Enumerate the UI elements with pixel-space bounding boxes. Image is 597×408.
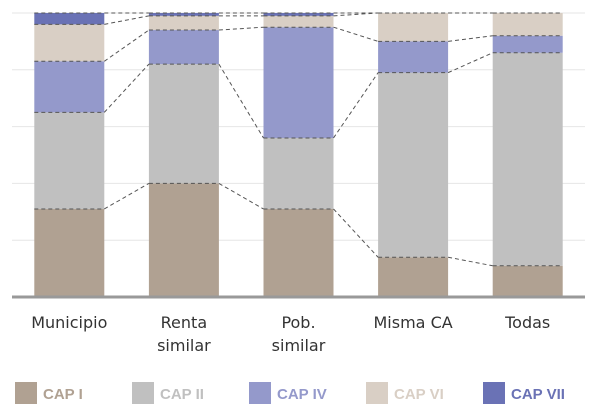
x-tick-label: Misma CA bbox=[374, 313, 453, 332]
legend-swatch bbox=[249, 382, 271, 404]
legend-swatch bbox=[483, 382, 505, 404]
bar-segment bbox=[378, 13, 449, 42]
bar-segment bbox=[34, 112, 105, 209]
connector bbox=[447, 52, 493, 74]
connector bbox=[448, 256, 493, 267]
connector bbox=[333, 208, 379, 258]
connector bbox=[104, 29, 150, 62]
legend-label: CAP II bbox=[160, 386, 204, 403]
connector bbox=[448, 35, 493, 42]
connector bbox=[333, 26, 379, 42]
connector bbox=[104, 182, 150, 210]
bar-segment bbox=[263, 27, 334, 138]
bar-segment bbox=[492, 52, 563, 266]
bar-segment bbox=[34, 208, 105, 297]
bar-segment bbox=[378, 72, 449, 258]
bar-segment bbox=[34, 61, 105, 113]
bar-segment bbox=[263, 208, 334, 297]
bar-segment bbox=[263, 15, 334, 28]
connector bbox=[218, 26, 264, 31]
x-tick-label: Renta similar bbox=[157, 313, 211, 355]
connector bbox=[218, 63, 264, 139]
x-tick-label: Municipio bbox=[31, 313, 107, 332]
x-tick-label: Todas bbox=[504, 313, 550, 332]
bar-segment bbox=[34, 24, 105, 62]
bar-segment bbox=[263, 13, 334, 16]
connector bbox=[333, 72, 379, 139]
connector bbox=[104, 15, 149, 25]
bar-segment bbox=[378, 257, 449, 297]
x-tick-label: Pob. similar bbox=[272, 313, 326, 355]
bar-segment bbox=[492, 265, 563, 297]
legend-label: CAP VII bbox=[511, 386, 565, 403]
bar-segment bbox=[378, 41, 449, 73]
legend-swatch bbox=[366, 382, 388, 404]
bar-segment bbox=[148, 64, 219, 184]
legend-label: CAP IV bbox=[277, 386, 327, 403]
bar-segment bbox=[34, 13, 105, 25]
legend-swatch bbox=[132, 382, 154, 404]
legend-label: CAP I bbox=[43, 386, 83, 403]
bar-segment bbox=[148, 15, 219, 31]
connector bbox=[218, 182, 264, 210]
bar-segment bbox=[492, 35, 563, 53]
bar-segment bbox=[148, 183, 219, 297]
bar-segment bbox=[263, 137, 334, 209]
bar-segment bbox=[148, 13, 219, 16]
legend-label: CAP VI bbox=[394, 386, 444, 403]
connector bbox=[103, 63, 150, 113]
bar-segment bbox=[492, 13, 563, 36]
bar-segment bbox=[148, 30, 219, 65]
legend-swatch bbox=[15, 382, 37, 404]
